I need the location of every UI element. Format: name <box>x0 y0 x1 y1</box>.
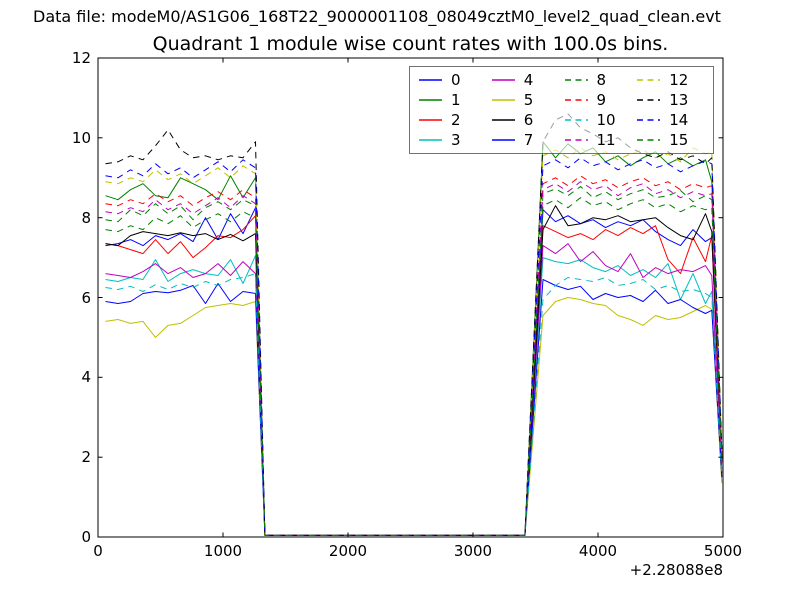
legend-item-5: 5 <box>491 90 564 110</box>
series-line-15 <box>105 197 723 536</box>
legend-item-label: 11 <box>596 130 616 149</box>
legend-item-8: 8 <box>564 70 637 90</box>
legend-line-sample-0 <box>419 79 442 81</box>
legend: 0 1 2 3 4 5 6 7 8 9 10 11 12 13 14 15 <box>409 66 714 154</box>
series-lines <box>105 113 723 536</box>
legend-line-sample-8 <box>564 79 588 81</box>
x-tick-label-4000: 4000 <box>578 542 618 560</box>
y-tick-label-8: 8 <box>81 208 91 227</box>
y-tick-label-12: 12 <box>71 49 91 67</box>
legend-item-label: 12 <box>669 70 689 89</box>
series-line-3 <box>105 255 723 536</box>
legend-item-2: 2 <box>418 110 491 130</box>
legend-item-label: 15 <box>669 130 689 149</box>
x-tick-label-0: 0 <box>93 542 103 560</box>
legend-item-7: 7 <box>491 130 564 150</box>
series-line-4 <box>105 243 723 536</box>
legend-line-sample-10 <box>564 119 588 121</box>
legend-item-0: 0 <box>418 70 491 90</box>
series-line-12 <box>105 147 723 536</box>
x-tick-label-5000: 5000 <box>703 542 743 560</box>
legend-item-13: 13 <box>636 90 709 110</box>
series-line-9 <box>105 175 723 536</box>
legend-line-sample-1 <box>419 99 442 101</box>
legend-item-label: 1 <box>451 90 461 109</box>
legend-item-label: 14 <box>669 110 689 129</box>
axis-ticks <box>97 57 724 538</box>
legend-line-sample-7 <box>491 139 515 141</box>
legend-item-label: 7 <box>523 130 534 149</box>
series-line-11 <box>105 181 723 536</box>
y-tick-label-0: 0 <box>81 528 91 546</box>
legend-item-12: 12 <box>636 70 709 90</box>
legend-item-label: 4 <box>523 70 534 89</box>
legend-item-label: 10 <box>596 110 616 129</box>
series-line-7 <box>105 279 723 536</box>
series-line-5 <box>105 297 723 536</box>
legend-item-label: 3 <box>451 130 461 149</box>
legend-line-sample-3 <box>419 139 442 141</box>
series-line-1 <box>105 141 723 536</box>
legend-item-label: 9 <box>596 90 607 109</box>
legend-item-3: 3 <box>418 130 491 150</box>
series-line-0 <box>105 207 723 536</box>
series-line-13 <box>105 113 723 536</box>
x-axis-offset-label: +2.28088e8 <box>629 561 723 579</box>
legend-item-4: 4 <box>491 70 564 90</box>
legend-item-6: 6 <box>491 110 564 130</box>
legend-item-11: 11 <box>564 130 637 150</box>
legend-item-label: 13 <box>669 90 689 109</box>
series-line-10 <box>105 273 723 536</box>
legend-line-sample-9 <box>564 99 588 101</box>
legend-item-label: 6 <box>523 110 534 129</box>
series-line-14 <box>105 157 723 536</box>
legend-line-sample-6 <box>491 119 515 121</box>
legend-line-sample-2 <box>419 119 442 121</box>
legend-line-sample-11 <box>564 139 588 141</box>
legend-item-label: 0 <box>451 70 461 89</box>
y-tick-label-6: 6 <box>81 288 91 307</box>
legend-item-14: 14 <box>636 110 709 130</box>
legend-line-sample-4 <box>491 79 515 81</box>
y-tick-label-4: 4 <box>81 368 91 387</box>
y-tick-label-10: 10 <box>71 128 91 147</box>
y-tick-label-2: 2 <box>81 448 91 467</box>
chart-title: Quadrant 1 module wise count rates with … <box>152 33 669 55</box>
legend-line-sample-15 <box>637 139 661 141</box>
x-tick-label-3000: 3000 <box>453 542 493 560</box>
x-tick-label-2000: 2000 <box>328 542 368 560</box>
legend-item-10: 10 <box>564 110 637 130</box>
legend-line-sample-14 <box>637 119 661 121</box>
series-line-6 <box>105 205 723 536</box>
series-line-8 <box>105 186 723 536</box>
legend-item-15: 15 <box>636 130 709 150</box>
datafile-label: Data file: modeM0/AS1G06_168T22_90000011… <box>33 7 721 26</box>
legend-line-sample-13 <box>637 99 661 101</box>
series-line-2 <box>105 215 723 536</box>
legend-line-sample-5 <box>491 99 515 101</box>
legend-line-sample-12 <box>637 79 661 81</box>
x-tick-label-1000: 1000 <box>203 542 243 560</box>
legend-item-1: 1 <box>418 90 491 110</box>
legend-item-label: 5 <box>523 90 534 109</box>
legend-item-label: 2 <box>451 110 461 129</box>
legend-item-label: 8 <box>596 70 607 89</box>
legend-item-9: 9 <box>564 90 637 110</box>
